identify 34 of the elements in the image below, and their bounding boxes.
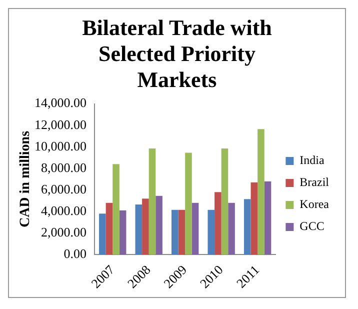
bar [178,210,186,255]
bar [112,164,120,255]
legend-label: Korea [300,197,330,212]
y-tick-label: 8,000.00 [41,160,86,175]
bar [156,196,162,255]
bar [244,199,251,255]
y-tick-label: 6,000.00 [41,181,86,196]
bar [221,148,228,255]
bar [106,202,113,255]
bar [142,198,149,255]
bar [99,214,106,255]
y-axis-title: CAD in millions [18,130,34,228]
legend-label: Brazil [300,175,330,190]
y-tick-label: 12,000.00 [34,116,86,132]
chart-title: Bilateral Trade with Selected Priority Markets [81,15,273,93]
bar [172,210,178,255]
y-tick-label: 0.00 [64,246,86,262]
bar [185,152,192,255]
y-tick-label: 4,000.00 [41,202,86,218]
bar [228,202,235,255]
legend-label: India [300,153,326,168]
bar [192,202,199,255]
bar [208,210,215,255]
legend-label: GCC [300,219,324,234]
bar [148,148,156,255]
bar [214,192,222,255]
y-tick-label: 2,000.00 [41,224,86,240]
y-tick-label: 10,000.00 [34,138,86,154]
bar [264,181,272,255]
bar [258,129,264,255]
bar [119,210,126,255]
bar [250,182,258,255]
y-tick-label: 14,000.00 [34,95,86,110]
bar [135,204,142,255]
